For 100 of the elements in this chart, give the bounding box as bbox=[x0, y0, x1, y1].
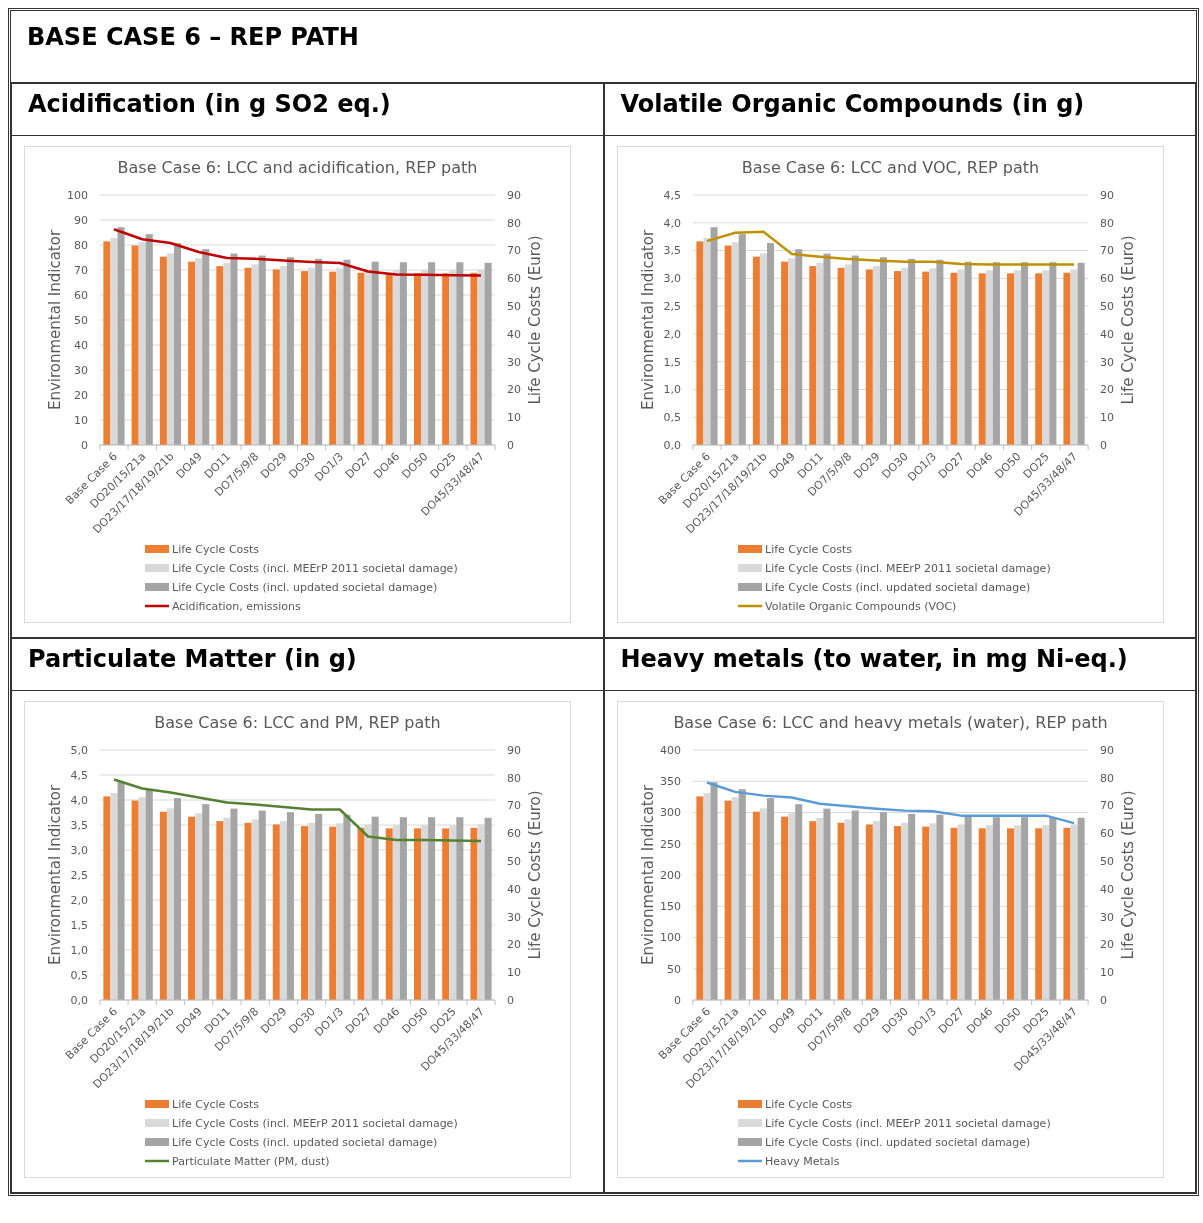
y-tick-label: 4,0 bbox=[663, 216, 681, 230]
y2-tick-label: 90 bbox=[507, 188, 521, 202]
legend-label: Heavy Metals bbox=[764, 1154, 840, 1168]
y2-tick-label: 30 bbox=[1099, 910, 1114, 924]
y-tick-label: 5,0 bbox=[70, 743, 88, 757]
y-tick-label: 1,0 bbox=[663, 383, 681, 397]
y2-tick-label: 40 bbox=[507, 327, 521, 341]
chart-subtitle: Acidification (in g SO2 eq.) bbox=[12, 84, 603, 136]
y-tick-label: 0 bbox=[673, 993, 681, 1007]
legend-label: Life Cycle Costs bbox=[764, 542, 852, 556]
y-tick-label: 2,0 bbox=[70, 893, 88, 907]
y2-tick-label: 90 bbox=[1099, 188, 1114, 202]
chart-subtitle: Volatile Organic Compounds (in g) bbox=[604, 84, 1195, 136]
y-tick-label: 2,5 bbox=[663, 299, 681, 313]
legend-label: Life Cycle Costs (incl. MEErP 2011 societal damage) bbox=[172, 1116, 458, 1130]
y-tick-label: 400 bbox=[659, 743, 681, 757]
y2-tick-label: 80 bbox=[1099, 216, 1114, 230]
chart-title: Base Case 6: LCC and heavy metals (water), REP path bbox=[672, 713, 1108, 732]
y2-tick-label: 20 bbox=[507, 938, 521, 952]
chart-title: Base Case 6: LCC and PM, REP path bbox=[154, 713, 441, 732]
y2-tick-label: 10 bbox=[1099, 411, 1114, 425]
y2-tick-label: 90 bbox=[1099, 743, 1114, 757]
legend-label: Life Cycle Costs (incl. updated societal damage) bbox=[764, 580, 1030, 594]
y-tick-label: 4,0 bbox=[70, 793, 88, 807]
y2-tick-label: 70 bbox=[1099, 799, 1114, 813]
y-tick-label: 4,5 bbox=[663, 188, 681, 202]
y2-tick-label: 80 bbox=[507, 771, 521, 785]
y-tick-label: 3,5 bbox=[663, 244, 681, 258]
y-tick-label: 70 bbox=[74, 263, 88, 277]
y2-tick-label: 40 bbox=[1099, 327, 1114, 341]
y-tick-label: 100 bbox=[67, 188, 88, 202]
y-tick-label: 10 bbox=[74, 413, 88, 427]
legend-label: Life Cycle Costs bbox=[172, 1097, 260, 1111]
chart-title: Base Case 6: LCC and acidification, REP path bbox=[117, 158, 478, 177]
y-tick-label: 3,0 bbox=[663, 272, 681, 286]
legend-label: Life Cycle Costs bbox=[764, 1097, 852, 1111]
y2-tick-label: 30 bbox=[1099, 355, 1114, 369]
y-axis-title: Environmental Indicator bbox=[638, 229, 657, 411]
y-tick-label: 150 bbox=[659, 900, 681, 914]
y-tick-label: 50 bbox=[666, 962, 681, 976]
y-tick-label: 200 bbox=[659, 868, 681, 882]
y-tick-label: 4,5 bbox=[70, 768, 88, 782]
y-tick-label: 350 bbox=[659, 775, 681, 789]
y2-tick-label: 50 bbox=[1099, 854, 1114, 868]
y2-tick-label: 50 bbox=[1099, 299, 1114, 313]
chart-title: Base Case 6: LCC and VOC, REP path bbox=[741, 158, 1039, 177]
y2-tick-label: 10 bbox=[507, 966, 521, 980]
y-tick-label: 80 bbox=[74, 238, 88, 252]
y-tick-label: 2,0 bbox=[663, 327, 681, 341]
y2-axis-title: Life Cycle Costs (Euro) bbox=[526, 235, 544, 405]
y-tick-label: 90 bbox=[74, 213, 88, 227]
y2-tick-label: 20 bbox=[1099, 938, 1114, 952]
y-tick-label: 100 bbox=[659, 931, 681, 945]
y2-tick-label: 50 bbox=[507, 854, 521, 868]
y2-tick-label: 10 bbox=[507, 411, 521, 425]
y2-tick-label: 50 bbox=[507, 299, 521, 313]
y-tick-label: 0,0 bbox=[70, 993, 88, 1007]
y2-tick-label: 60 bbox=[1099, 827, 1114, 841]
legend-label: Life Cycle Costs (incl. updated societal damage) bbox=[172, 1135, 438, 1149]
y2-tick-label: 0 bbox=[507, 993, 514, 1007]
y2-tick-label: 0 bbox=[1099, 993, 1107, 1007]
y2-tick-label: 40 bbox=[1099, 882, 1114, 896]
y-tick-label: 3,0 bbox=[70, 843, 88, 857]
y2-axis-title: Life Cycle Costs (Euro) bbox=[1118, 235, 1137, 405]
y2-tick-label: 70 bbox=[507, 799, 521, 813]
legend-label: Particulate Matter (PM, dust) bbox=[172, 1154, 330, 1168]
y2-tick-label: 20 bbox=[507, 383, 521, 397]
y-tick-label: 0,5 bbox=[663, 411, 681, 425]
y-tick-label: 300 bbox=[659, 806, 681, 820]
y2-axis-title: Life Cycle Costs (Euro) bbox=[526, 790, 544, 960]
legend-label: Life Cycle Costs (incl. MEErP 2011 societal damage) bbox=[172, 561, 458, 575]
legend-label: Acidification, emissions bbox=[172, 599, 302, 613]
y-tick-label: 50 bbox=[74, 313, 88, 327]
y-axis-title: Environmental Indicator bbox=[46, 229, 64, 411]
y2-tick-label: 70 bbox=[507, 244, 521, 258]
chart-subtitle: Heavy metals (to water, in mg Ni-eq.) bbox=[604, 639, 1195, 691]
y2-tick-label: 60 bbox=[507, 272, 521, 286]
y-tick-label: 3,5 bbox=[70, 818, 88, 832]
y-tick-label: 0,0 bbox=[663, 438, 681, 452]
y2-axis-title: Life Cycle Costs (Euro) bbox=[1118, 790, 1137, 960]
y2-tick-label: 10 bbox=[1099, 966, 1114, 980]
chart-subtitle: Particulate Matter (in g) bbox=[12, 639, 603, 691]
legend-label: Life Cycle Costs (incl. MEErP 2011 societal damage) bbox=[764, 1116, 1051, 1130]
legend-label: Volatile Organic Compounds (VOC) bbox=[764, 599, 956, 613]
y2-tick-label: 40 bbox=[507, 882, 521, 896]
y-tick-label: 0 bbox=[81, 438, 88, 452]
y-tick-label: 1,5 bbox=[70, 918, 88, 932]
y-tick-label: 250 bbox=[659, 837, 681, 851]
legend-label: Life Cycle Costs (incl. updated societal damage) bbox=[764, 1135, 1030, 1149]
y-tick-label: 60 bbox=[74, 288, 88, 302]
legend-label: Life Cycle Costs bbox=[172, 542, 260, 556]
y2-tick-label: 70 bbox=[1099, 244, 1114, 258]
y2-tick-label: 90 bbox=[507, 743, 521, 757]
y-tick-label: 40 bbox=[74, 338, 88, 352]
y2-tick-label: 0 bbox=[507, 438, 514, 452]
y2-tick-label: 30 bbox=[507, 355, 521, 369]
y-axis-title: Environmental Indicator bbox=[46, 784, 64, 966]
y-tick-label: 1,0 bbox=[70, 943, 88, 957]
y-tick-label: 20 bbox=[74, 388, 88, 402]
y2-tick-label: 20 bbox=[1099, 383, 1114, 397]
